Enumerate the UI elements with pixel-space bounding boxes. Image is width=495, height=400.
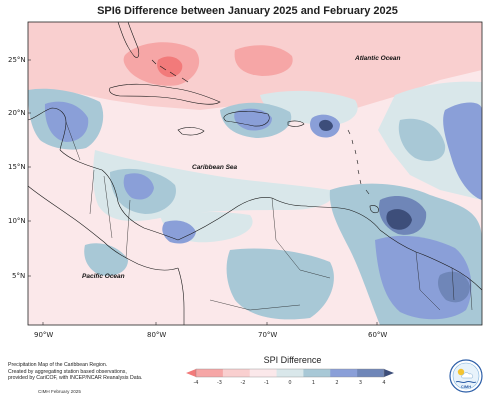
colorbar-segment bbox=[222, 369, 251, 377]
colorbar-segment bbox=[330, 369, 358, 377]
colorbar-tick-label: -1 bbox=[264, 380, 269, 386]
spi-field-wet-colombia bbox=[226, 248, 334, 320]
coast-jamaica bbox=[177, 127, 205, 136]
sun-icon bbox=[457, 368, 465, 376]
coast-central-america bbox=[59, 149, 179, 241]
spi-field-dry-central-north bbox=[234, 45, 293, 76]
coast-puerto-rico bbox=[287, 120, 305, 127]
colorbar-segment bbox=[357, 369, 385, 377]
colorbar-segment bbox=[303, 369, 331, 377]
colorbar-segment bbox=[249, 369, 277, 377]
coast-mexico-yucatan bbox=[27, 107, 67, 151]
colorbar-arrow-right bbox=[384, 369, 394, 377]
coast-hispaniola bbox=[223, 111, 270, 127]
label-caribbean-sea: Caribbean Sea bbox=[192, 164, 238, 171]
coast-lesser-antilles bbox=[347, 129, 370, 195]
wave-icon bbox=[455, 380, 477, 384]
map-frame-border bbox=[27, 21, 483, 326]
coast-colombia-north bbox=[177, 197, 307, 241]
colorbar-segment bbox=[196, 369, 224, 377]
credit-line: CIMH February 2025 bbox=[38, 389, 81, 394]
coast-cuba bbox=[109, 83, 221, 105]
graticule-ticks bbox=[28, 59, 378, 325]
colorbar-tick-label: -4 bbox=[194, 380, 199, 386]
lat-label-15n: 15°N bbox=[8, 163, 26, 171]
spi-field-wet-light-east bbox=[398, 118, 446, 162]
spi-field-wet-gulf bbox=[44, 101, 89, 142]
spi-field-dry-faint-south bbox=[28, 287, 250, 325]
coast-trinidad bbox=[369, 205, 379, 214]
colorbar-tick-label: 4 bbox=[382, 380, 385, 386]
colorbar-tick-label: 2 bbox=[335, 380, 338, 386]
footnote-line-1: Precipitation Map of the Caribbean Regio… bbox=[8, 362, 108, 368]
footnote-line-3: provided by CariCOF, with INCEP/NCAR Rea… bbox=[8, 375, 143, 382]
logo-text: CIMH bbox=[461, 384, 471, 389]
legend-colorbar: -4 -3 -2 -1 0 1 2 3 4 bbox=[186, 368, 394, 386]
spi-field-wet-east bbox=[443, 102, 482, 200]
border-central-america bbox=[65, 121, 131, 259]
coast-venezuela bbox=[305, 205, 453, 269]
border-colombia-venezuela bbox=[271, 197, 331, 279]
border-venezuela-guyana bbox=[415, 251, 441, 311]
border-guyana-suriname bbox=[451, 267, 473, 311]
colorbar-tick-label: -3 bbox=[217, 380, 222, 386]
border-colombia-south bbox=[209, 299, 301, 311]
spi-field-wet-light-pacific bbox=[84, 243, 128, 276]
spi-field-wet-panama bbox=[162, 220, 196, 244]
colorbar-arrow-left bbox=[186, 369, 196, 377]
colorbar-tick-label: 3 bbox=[359, 380, 362, 386]
lat-label-5n: 5°N bbox=[12, 272, 25, 280]
cloud-icon bbox=[461, 372, 474, 379]
spi-field-wet-extreme-east-sa bbox=[386, 209, 412, 230]
coast-bahamas bbox=[151, 59, 189, 83]
legend-title: SPI Difference bbox=[263, 355, 322, 365]
cimh-logo: CIMH bbox=[449, 359, 483, 393]
lat-label-25n: 25°N bbox=[8, 56, 26, 64]
lon-label-60w: 60°W bbox=[368, 331, 387, 339]
lon-label-70w: 70°W bbox=[258, 331, 277, 339]
label-pacific-ocean: Pacific Ocean bbox=[82, 273, 125, 280]
lon-label-80w: 80°W bbox=[147, 331, 166, 339]
colorbar-tick-label: 1 bbox=[312, 380, 315, 386]
lat-label-20n: 20°N bbox=[8, 109, 26, 117]
colorbar-segment bbox=[276, 369, 304, 377]
coast-colombia-pacific bbox=[177, 267, 185, 325]
spi-field-layer bbox=[28, 22, 482, 325]
footnote-line-2: Created by aggregating station based obs… bbox=[8, 368, 127, 375]
spi-field-wet-strong-sa-interior bbox=[438, 271, 470, 303]
coast-florida bbox=[117, 21, 140, 58]
coast-guianas bbox=[451, 267, 483, 291]
colorbar-tick-label: -2 bbox=[241, 380, 246, 386]
spi-field-wet-extreme-antilles bbox=[318, 119, 333, 131]
lat-label-10n: 10°N bbox=[8, 217, 26, 225]
label-atlantic-ocean: Atlantic Ocean bbox=[354, 55, 401, 62]
colorbar-outline bbox=[195, 368, 385, 378]
footnote: Precipitation Map of the Caribbean Regio… bbox=[8, 362, 158, 382]
lon-label-90w: 90°W bbox=[34, 331, 53, 339]
colorbar-tick-label: 0 bbox=[288, 380, 291, 386]
coastline-layer bbox=[27, 21, 483, 325]
spi-field-dry-strong-north-cuba bbox=[157, 56, 183, 78]
map-title: SPI6 Difference between January 2025 and… bbox=[97, 5, 398, 17]
coast-central-america-pacific bbox=[27, 185, 179, 271]
spi-field-wet-central-america-coast bbox=[123, 173, 154, 200]
